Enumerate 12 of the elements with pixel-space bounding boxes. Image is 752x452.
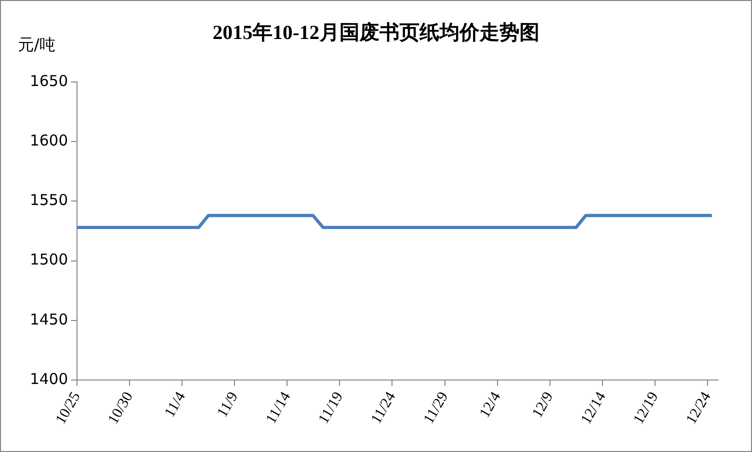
y-axis-title: 元/吨 — [18, 35, 56, 54]
y-tick-label: 1400 — [30, 370, 68, 388]
chart-title: 2015年10-12月国废书页纸均价走势图 — [212, 21, 540, 44]
y-tick-label: 1550 — [30, 191, 68, 210]
x-tick-label: 12/9 — [530, 389, 557, 421]
x-tick-label: 11/9 — [214, 389, 242, 420]
x-tick-label: 11/4 — [162, 389, 190, 420]
y-tick-label: 1600 — [30, 131, 68, 150]
y-tick-label: 1500 — [30, 250, 68, 269]
x-tick-label: 12/4 — [477, 389, 504, 421]
y-tick-label: 1650 — [30, 72, 68, 90]
y-tick-label: 1450 — [30, 310, 68, 328]
